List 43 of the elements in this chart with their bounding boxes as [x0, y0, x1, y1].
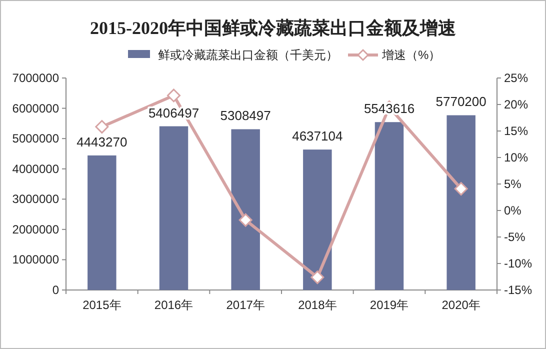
bar — [88, 155, 116, 290]
point — [238, 213, 252, 227]
data-label: 5770200 — [436, 94, 486, 110]
x-tick-label: 2015年 — [82, 298, 122, 312]
y2-tick-label: 20% — [504, 98, 528, 112]
y2-tick-label: 25% — [504, 71, 528, 85]
y-tick-label: 3000000 — [12, 192, 60, 206]
y-tick-label: 1000000 — [12, 252, 60, 267]
point — [310, 270, 324, 284]
y2-tick-label: -15% — [504, 283, 532, 297]
data-label: 4443270 — [76, 134, 128, 150]
y2-tick-label: -10% — [504, 256, 532, 270]
data-label: 5543616 — [364, 101, 415, 116]
legend-label: 增速（%） — [381, 48, 441, 62]
bar — [231, 129, 260, 290]
y-tick-label: 4000000 — [12, 162, 60, 176]
x-tick-label: 2020年 — [442, 298, 480, 312]
data-label: 4637104 — [292, 128, 343, 144]
x-tick-label: 2019年 — [370, 298, 409, 312]
y-tick-label: 5000000 — [12, 132, 60, 146]
y-tick-label: 0 — [52, 283, 60, 297]
y-tick-label: 2000000 — [12, 222, 60, 236]
y2-tick-label: 15% — [504, 124, 528, 138]
data-label: 5406497 — [148, 105, 200, 120]
y-tick-label: 6000000 — [12, 101, 60, 116]
bar — [303, 150, 332, 290]
y2-tick-label: 5% — [504, 177, 522, 191]
x-tick-label: 2018年 — [298, 298, 337, 312]
point — [95, 120, 109, 134]
y2-tick-label: -5% — [504, 230, 526, 244]
x-tick-label: 2016年 — [154, 298, 194, 312]
y2-tick-label: 10% — [504, 150, 528, 164]
legend-label: 鲜或冷藏蔬菜出口金额（千美元） — [158, 48, 338, 62]
point — [454, 182, 468, 196]
bar — [374, 122, 404, 290]
x-tick-label: 2017年 — [226, 298, 265, 312]
point — [167, 88, 180, 102]
bar — [446, 115, 476, 290]
y-tick-label: 7000000 — [12, 71, 60, 85]
y2-tick-label: 0% — [504, 204, 522, 218]
data-label: 5308497 — [220, 108, 271, 124]
chart-title: 2015-2020年中国鲜或冷藏蔬菜出口金额及增速 — [90, 18, 456, 38]
bar — [159, 126, 188, 290]
